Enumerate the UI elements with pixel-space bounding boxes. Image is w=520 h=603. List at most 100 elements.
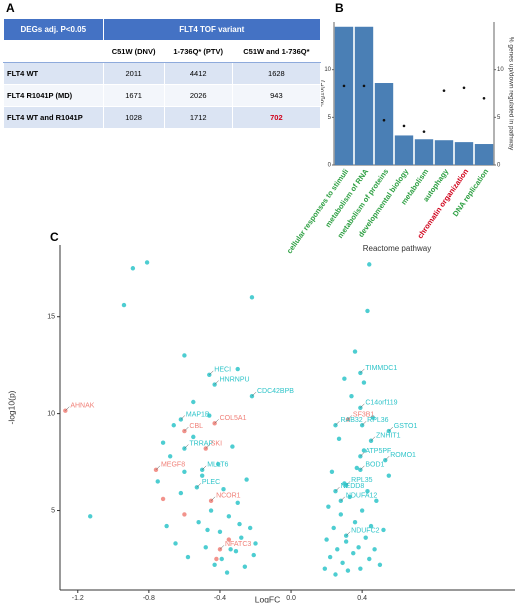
bar bbox=[374, 83, 394, 165]
point bbox=[196, 519, 201, 525]
point bbox=[247, 525, 253, 531]
row-label: FLT4 WT bbox=[3, 62, 104, 85]
point bbox=[235, 366, 240, 372]
point bbox=[343, 539, 349, 544]
cell: 2026 bbox=[163, 84, 233, 107]
point bbox=[374, 498, 379, 504]
leader bbox=[335, 421, 340, 426]
point-label: CBL bbox=[189, 423, 203, 430]
point-label: C14orf119 bbox=[365, 400, 397, 407]
point-label: BOD1 bbox=[365, 462, 384, 469]
point bbox=[160, 440, 166, 445]
point bbox=[178, 490, 184, 496]
point-label: MAP1B bbox=[186, 411, 210, 418]
leader bbox=[361, 421, 367, 426]
pct-dot bbox=[422, 130, 426, 133]
y-tick-label: 15 bbox=[47, 314, 55, 321]
point-label: NFATC3 bbox=[225, 541, 251, 548]
x-tick-label: 0.0 bbox=[286, 595, 296, 602]
point bbox=[207, 413, 212, 418]
point bbox=[185, 554, 191, 560]
point-label: ROMO1 bbox=[390, 452, 416, 459]
pct-dot bbox=[462, 86, 466, 90]
point bbox=[228, 547, 233, 552]
point bbox=[249, 295, 255, 300]
y-tick-label: 5 bbox=[328, 115, 332, 121]
point-label: MEGF8 bbox=[161, 462, 185, 469]
leader bbox=[345, 481, 351, 486]
point bbox=[356, 545, 361, 550]
y2-tick-label: 5 bbox=[497, 115, 501, 121]
point bbox=[167, 454, 173, 459]
leader bbox=[65, 406, 70, 411]
point-label: NDUFA12 bbox=[346, 493, 378, 500]
point bbox=[367, 556, 372, 562]
point bbox=[354, 465, 360, 471]
bar bbox=[454, 142, 474, 165]
bar bbox=[334, 26, 354, 166]
cell: 1671 bbox=[102, 84, 165, 107]
point bbox=[368, 523, 374, 529]
pct-dot bbox=[342, 84, 346, 88]
point bbox=[155, 479, 160, 484]
cell: 1628 bbox=[231, 62, 322, 85]
leader bbox=[214, 419, 219, 424]
point bbox=[386, 473, 392, 478]
point-label: GSTO1 bbox=[394, 423, 418, 430]
point bbox=[365, 308, 370, 314]
leader bbox=[251, 392, 257, 397]
point bbox=[233, 549, 239, 554]
point bbox=[336, 436, 342, 442]
cell: 1028 bbox=[102, 106, 165, 129]
leader bbox=[345, 531, 351, 536]
point bbox=[235, 500, 240, 505]
point bbox=[217, 529, 223, 535]
point bbox=[253, 541, 258, 546]
x-tick-label: 0.4 bbox=[357, 595, 367, 602]
point bbox=[331, 525, 336, 531]
y-tick-label: 10 bbox=[47, 410, 55, 417]
y-axis-title: -log10(p) bbox=[6, 390, 16, 424]
point bbox=[182, 469, 187, 474]
leader bbox=[184, 426, 189, 432]
leader bbox=[180, 415, 186, 420]
point bbox=[171, 423, 176, 428]
point bbox=[352, 519, 358, 525]
deg-table: DEGs adj. P<0.05 FLT4 TOF variant C51W (D… bbox=[3, 18, 322, 129]
point-label: RAB32 bbox=[340, 417, 362, 424]
point-label: SF3B1 bbox=[353, 411, 375, 418]
panel-label: A bbox=[6, 1, 15, 15]
point-label: COL5A1 bbox=[220, 415, 247, 422]
point-label: SKI bbox=[211, 440, 222, 447]
leader bbox=[210, 496, 216, 502]
point-label: AHNAK bbox=[70, 403, 94, 410]
point bbox=[164, 523, 169, 529]
point bbox=[208, 508, 214, 513]
point bbox=[182, 353, 187, 358]
point bbox=[326, 504, 331, 509]
bar bbox=[414, 139, 434, 165]
point-label: HNRNPU bbox=[220, 376, 250, 383]
column: C51W and 1-736Q* bbox=[231, 40, 322, 63]
point-label: ZNHIT1 bbox=[376, 433, 401, 440]
y-tick-label: 10 bbox=[324, 67, 331, 73]
row-label: FLT4 WT and R1041P bbox=[3, 106, 104, 129]
point-label: RPL35 bbox=[351, 477, 373, 484]
point bbox=[342, 481, 347, 486]
pct-dot bbox=[442, 89, 446, 92]
bar bbox=[354, 26, 374, 166]
point bbox=[370, 415, 376, 420]
leader bbox=[184, 444, 189, 449]
point bbox=[352, 349, 358, 354]
point bbox=[191, 434, 196, 440]
point bbox=[88, 514, 93, 519]
pct-dot bbox=[402, 124, 406, 128]
point bbox=[322, 566, 328, 571]
x-tick-label: -1.2 bbox=[72, 595, 84, 602]
point bbox=[203, 545, 208, 550]
header: FLT4 TOF variant bbox=[102, 18, 322, 41]
point bbox=[372, 547, 377, 552]
point bbox=[191, 399, 196, 405]
leader bbox=[385, 455, 390, 461]
